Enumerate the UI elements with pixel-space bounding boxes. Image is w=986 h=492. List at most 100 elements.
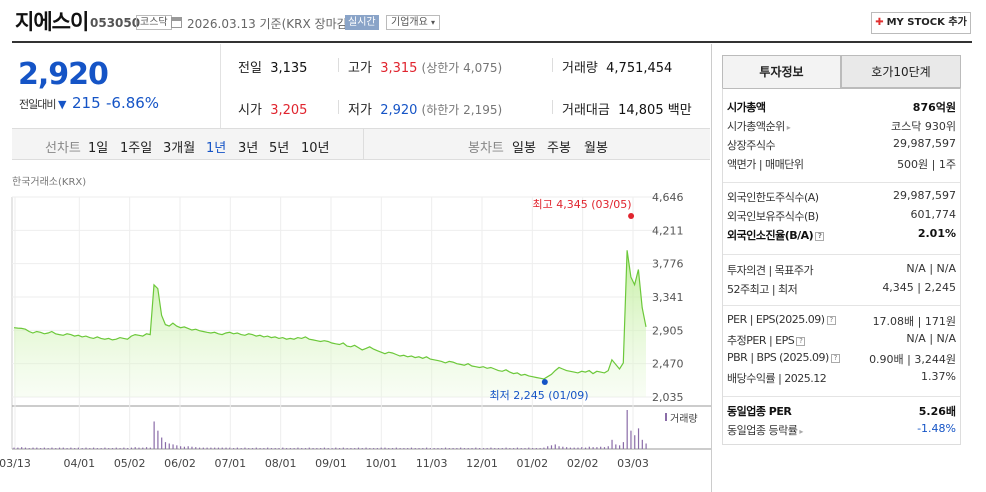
period-10y[interactable]: 10년 — [301, 141, 330, 156]
help-icon[interactable]: ? — [815, 231, 825, 241]
volume-bar — [153, 421, 155, 449]
divider — [552, 100, 553, 114]
volume-bar — [39, 448, 42, 449]
info-value: 876억원 — [912, 101, 956, 114]
quote-volume: 거래량 4,751,454 — [562, 57, 672, 76]
arrow-right-icon[interactable]: ▸ — [799, 427, 803, 436]
volume-bar — [217, 447, 220, 449]
volume-bar — [600, 446, 602, 449]
y-tick-label: 3,341 — [652, 291, 684, 304]
volume-bar — [520, 448, 522, 449]
info-row: 시가총액 876억원 — [727, 99, 956, 117]
info-row: 배당수익률 | 2025.12 1.37% — [727, 370, 956, 388]
quote-open: 시가 3,205 — [238, 99, 307, 118]
volume-bar — [221, 447, 223, 449]
period-5y[interactable]: 5년 — [269, 141, 290, 156]
price-chart[interactable]: 4,646 4,211 3,776 3,341 2,905 2,470 2,035 03/13… — [0, 185, 712, 492]
change-label: 전일대비 — [19, 98, 56, 111]
divider — [552, 58, 553, 72]
x-tick-label: 12/01 — [466, 457, 498, 470]
volume-bar — [77, 447, 80, 449]
mystock-add-button[interactable]: ✚ MY STOCK 추가 — [871, 12, 971, 34]
volume-bar — [70, 447, 72, 449]
volume-bar — [391, 448, 394, 449]
volume-bar — [490, 447, 492, 449]
volume-bar — [191, 446, 193, 449]
period-1d[interactable]: 1일 — [88, 141, 109, 156]
volume-bar — [267, 447, 269, 449]
info-value: 29,987,597 — [893, 189, 956, 202]
x-tick-label: 06/02 — [164, 457, 196, 470]
info-label: PBR | BPS (2025.09)? — [727, 351, 840, 364]
info-value: 4,345 | 2,245 — [882, 281, 956, 294]
candle-monthly[interactable]: 월봉 — [584, 141, 608, 156]
volume-bar — [202, 447, 204, 449]
volume-bar — [531, 448, 534, 449]
volume-bar — [138, 447, 140, 449]
volume-bar — [463, 448, 466, 449]
data-source: 한국거래소(KRX) — [12, 177, 87, 188]
volume-bar — [554, 444, 556, 449]
quote-lower-limit: (하한가 2,195) — [421, 103, 503, 117]
candle-weekly[interactable]: 주봉 — [547, 141, 571, 156]
volume-bar — [641, 439, 643, 449]
company-info-dropdown[interactable]: 기업개요 ▾ — [386, 15, 441, 30]
help-icon[interactable]: ? — [826, 315, 836, 325]
volume-bar — [297, 447, 299, 449]
divider — [711, 44, 712, 492]
quote-high: 고가 3,315 (상한가 4,075) — [348, 57, 502, 76]
volume-bar — [584, 447, 587, 449]
volume-bar — [244, 447, 246, 449]
arrow-right-icon[interactable]: ▸ — [786, 123, 791, 132]
info-value: -1.48% — [917, 422, 956, 435]
volume-bar — [569, 447, 572, 449]
info-label: 액면가 | 매매단위 — [727, 158, 804, 171]
info-value: 29,987,597 — [893, 137, 956, 150]
period-1w[interactable]: 1주일 — [120, 141, 153, 156]
volume-bar — [626, 410, 628, 449]
info-value: N/A | N/A — [906, 262, 956, 275]
period-3y[interactable]: 3년 — [238, 141, 259, 156]
info-value: 17.08배 | 171원 — [872, 315, 956, 328]
volume-bar — [577, 447, 579, 449]
tab-investment-info[interactable]: 투자정보 — [722, 55, 841, 88]
volume-bar — [350, 448, 352, 449]
volume-bar — [407, 448, 409, 449]
volume-bar — [513, 448, 515, 449]
volume-bar — [596, 447, 598, 449]
info-value: 코스닥 930위 — [891, 120, 956, 133]
volume-bar — [524, 448, 526, 449]
volume-bar — [444, 447, 447, 449]
divider — [220, 44, 221, 128]
volume-bar — [380, 447, 382, 449]
tab-orderbook[interactable]: 호가10단계 — [841, 55, 961, 88]
volume-bar — [418, 448, 420, 449]
realtime-button[interactable]: 실시간 — [345, 15, 379, 30]
volume-bar — [180, 446, 182, 449]
period-3m[interactable]: 3개월 — [163, 141, 196, 156]
volume-bar — [410, 447, 413, 449]
period-1y[interactable]: 1년 — [206, 141, 227, 156]
volume-bar — [255, 447, 257, 449]
volume-bar — [486, 448, 488, 449]
base-date: 2026.03.13 기준(KRX 장마감) — [187, 17, 353, 31]
info-row: 52주최고 | 최저 4,345 | 2,245 — [727, 281, 956, 299]
volume-bar — [558, 446, 560, 449]
x-tick-label: 08/01 — [265, 457, 297, 470]
volume-bar — [467, 448, 469, 449]
volume-bar — [92, 447, 95, 449]
info-row: 투자의견 | 목표주가 N/A | N/A — [727, 262, 956, 280]
volume-bar — [573, 447, 575, 449]
x-tick-label: 03/13 — [0, 457, 31, 470]
quote-prev: 전일 3,135 — [238, 57, 307, 76]
y-tick-label: 4,211 — [652, 224, 684, 237]
volume-bar — [81, 448, 83, 449]
help-icon[interactable]: ? — [830, 353, 840, 363]
candle-daily[interactable]: 일봉 — [512, 141, 536, 156]
volume-bar — [130, 447, 133, 449]
high-marker — [628, 213, 635, 219]
volume-bar — [429, 448, 431, 449]
help-icon[interactable]: ? — [796, 336, 806, 346]
investment-panel — [722, 88, 961, 445]
volume-bar — [308, 447, 310, 449]
